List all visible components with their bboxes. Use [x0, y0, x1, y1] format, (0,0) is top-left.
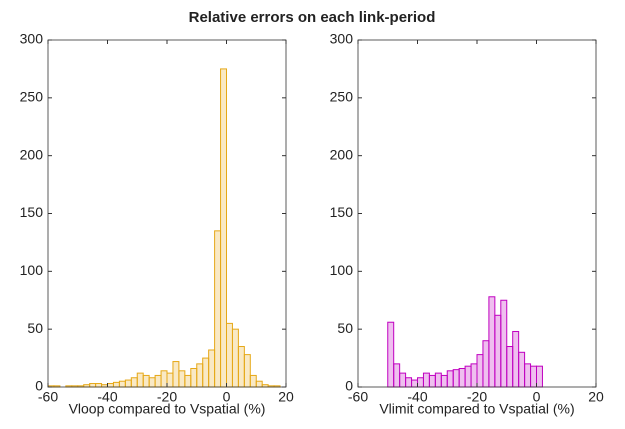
y-tick-label: 250 — [330, 89, 354, 105]
y-tick-label: 300 — [20, 31, 44, 47]
bar — [417, 377, 424, 388]
figure-title: Relative errors on each link-period — [189, 9, 436, 26]
bar — [422, 372, 430, 388]
bar — [530, 365, 537, 388]
x-tick-label: -40 — [97, 389, 117, 405]
x-tick-label: 20 — [278, 389, 294, 405]
bar — [255, 380, 263, 388]
bar — [112, 381, 120, 388]
x-tick-label: -40 — [407, 389, 427, 405]
x-tick-label: 0 — [533, 389, 541, 405]
bar — [202, 357, 210, 388]
bar — [488, 296, 496, 388]
y-tick-label: 50 — [337, 320, 353, 336]
bar — [118, 380, 126, 388]
bar — [172, 361, 180, 388]
x-axis-label: Vloop compared to Vspatial (%) — [69, 401, 266, 417]
bar — [196, 363, 204, 388]
bar — [470, 363, 478, 388]
y-tick-label: 50 — [27, 320, 43, 336]
bar — [214, 230, 222, 388]
bar — [148, 377, 156, 388]
x-tick-label: -20 — [467, 389, 487, 405]
bar — [160, 370, 168, 388]
bar — [237, 346, 245, 388]
bar — [166, 372, 174, 388]
y-tick-label: 250 — [20, 89, 44, 105]
bar — [249, 374, 257, 388]
x-tick-label: -20 — [157, 389, 177, 405]
bar — [518, 351, 526, 388]
bar — [387, 321, 395, 388]
y-tick-label: 0 — [345, 378, 353, 394]
y-tick-label: 0 — [35, 378, 43, 394]
bar — [452, 369, 460, 388]
y-tick-label: 150 — [20, 204, 44, 220]
bar — [136, 372, 144, 388]
y-tick-label: 100 — [20, 262, 44, 278]
bar — [399, 372, 407, 388]
bar — [428, 374, 436, 388]
bar — [458, 367, 466, 388]
bar — [208, 349, 216, 388]
bar — [130, 377, 138, 388]
bar — [536, 365, 543, 388]
bar — [464, 365, 472, 388]
x-axis-label: Vlimit compared to Vspatial (%) — [379, 401, 574, 417]
y-tick-label: 200 — [330, 146, 354, 162]
bar — [243, 354, 251, 388]
bar — [89, 383, 97, 388]
bar — [482, 340, 490, 388]
bar — [494, 314, 502, 388]
y-tick-label: 100 — [330, 262, 354, 278]
bar — [178, 370, 186, 388]
bar — [95, 383, 103, 388]
y-tick-label: 300 — [330, 31, 354, 47]
bar — [506, 346, 514, 388]
bar — [476, 354, 484, 388]
bar — [226, 322, 233, 388]
bar — [411, 379, 418, 388]
x-tick-label: -60 — [348, 389, 368, 405]
bar — [231, 328, 239, 388]
bar — [524, 363, 532, 388]
bar — [154, 374, 162, 388]
y-tick-label: 150 — [330, 204, 354, 220]
bar — [440, 374, 448, 388]
bar — [107, 383, 114, 388]
x-tick-label: 0 — [223, 389, 231, 405]
bar — [124, 379, 132, 388]
bar — [393, 363, 401, 388]
bar — [142, 374, 150, 388]
bar — [434, 372, 442, 388]
bar — [405, 377, 413, 388]
axes-box — [47, 39, 287, 388]
x-tick-label: 20 — [588, 389, 604, 405]
bar — [446, 370, 454, 388]
y-tick-label: 200 — [20, 146, 44, 162]
x-tick-label: -60 — [38, 389, 58, 405]
bar — [190, 367, 198, 388]
bar — [500, 299, 508, 388]
bar — [512, 330, 520, 388]
bar — [184, 374, 192, 388]
bar — [220, 68, 228, 388]
